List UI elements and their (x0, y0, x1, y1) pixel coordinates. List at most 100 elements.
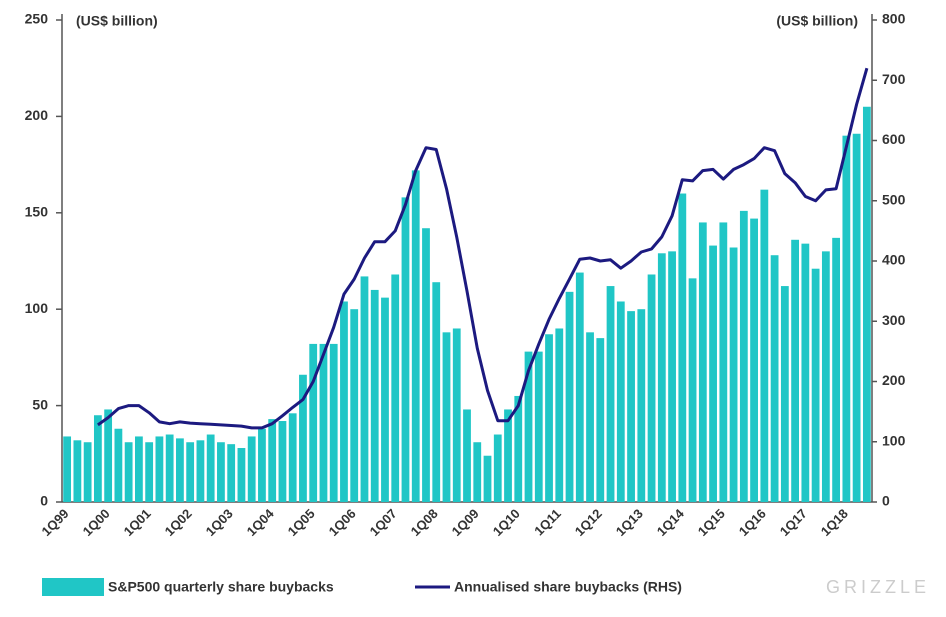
bar (852, 133, 861, 502)
bar (217, 442, 225, 502)
y-tick-label: 200 (25, 107, 49, 123)
y2-tick-label: 600 (882, 131, 906, 147)
bar (473, 442, 482, 502)
bar (452, 328, 461, 502)
bar (586, 332, 594, 502)
bar (627, 311, 635, 502)
bar (63, 436, 72, 502)
bar (360, 276, 369, 502)
y2-tick-label: 500 (882, 191, 906, 207)
bar (791, 239, 799, 503)
y-tick-label: 0 (40, 493, 48, 509)
x-tick-label: 1Q08 (408, 506, 441, 539)
bar (801, 243, 810, 502)
x-tick-label: 1Q18 (818, 506, 851, 539)
x-tick-label: 1Q16 (736, 506, 769, 539)
bar (391, 274, 400, 502)
bar (657, 253, 666, 502)
bar (442, 332, 451, 502)
x-tick-label: 1Q05 (285, 506, 318, 539)
y-tick-label: 50 (32, 396, 48, 412)
bar (165, 434, 174, 502)
x-tick-label: 1Q15 (695, 506, 728, 539)
x-tick-label: 1Q02 (162, 506, 195, 539)
bar (719, 222, 728, 502)
bar (504, 409, 512, 502)
line (97, 67, 869, 430)
bar (668, 251, 676, 502)
bar (524, 351, 533, 502)
bar (565, 291, 574, 502)
y2-tick-label: 300 (882, 312, 906, 328)
bar (401, 197, 410, 502)
bar (340, 301, 348, 502)
bar (196, 440, 205, 502)
x-tick-label: 1Q14 (654, 505, 688, 539)
bar (299, 374, 307, 502)
bar (93, 415, 102, 502)
y2-tick-label: 100 (882, 432, 906, 448)
bar (842, 135, 851, 502)
y2-tick-label: 800 (882, 11, 906, 27)
bar (381, 297, 389, 502)
y2-tick-label: 400 (882, 252, 906, 268)
legend-label: Annualised share buybacks (RHS) (454, 579, 682, 595)
bar (155, 436, 164, 502)
bar (750, 218, 758, 503)
bar (821, 251, 830, 502)
bar (227, 444, 236, 502)
y2-tick-label: 700 (882, 71, 906, 87)
bar (422, 228, 430, 502)
brand-logo: GRIZZLE (826, 577, 930, 597)
bar (493, 434, 502, 502)
bar (114, 428, 123, 502)
bar (678, 193, 687, 502)
legend-swatch (42, 578, 104, 596)
bar (432, 282, 441, 502)
bar (319, 343, 328, 502)
bar (688, 278, 697, 502)
x-tick-label: 1Q12 (572, 506, 605, 539)
bar (278, 421, 287, 502)
bar (647, 274, 656, 502)
x-tick-label: 1Q09 (449, 506, 482, 539)
bar (545, 334, 553, 502)
bar (709, 245, 717, 503)
bar (760, 189, 769, 502)
bar (811, 268, 820, 502)
bar (83, 442, 92, 502)
bar (288, 413, 297, 502)
y-axis-label: (US$ billion) (76, 13, 158, 29)
bar (770, 255, 779, 502)
x-tick-label: 1Q06 (326, 506, 359, 539)
x-tick-label: 1Q04 (244, 505, 278, 539)
bar (268, 419, 277, 502)
bar (104, 409, 113, 502)
bar (350, 309, 359, 502)
bar (637, 309, 646, 502)
bar (463, 409, 471, 502)
bar (514, 395, 523, 502)
bar (862, 106, 871, 502)
x-tick-label: 1Q03 (203, 506, 236, 539)
x-tick-label: 1Q10 (490, 506, 523, 539)
bar (616, 301, 625, 502)
bar (176, 438, 184, 502)
y-tick-label: 100 (25, 300, 49, 316)
y-tick-label: 150 (25, 204, 49, 220)
x-tick-label: 1Q07 (367, 506, 400, 539)
bar (606, 286, 615, 502)
bar (329, 343, 338, 502)
legend-label: S&P500 quarterly share buybacks (108, 579, 334, 595)
bar (729, 247, 738, 502)
x-tick-label: 1Q11 (531, 506, 564, 539)
bar (186, 442, 195, 502)
x-tick-label: 1Q17 (777, 506, 810, 539)
bar (309, 343, 318, 502)
bar (534, 351, 543, 502)
bar (247, 436, 256, 502)
bar (832, 237, 841, 502)
bar (124, 442, 133, 502)
bar (73, 440, 82, 502)
bar (596, 338, 605, 502)
